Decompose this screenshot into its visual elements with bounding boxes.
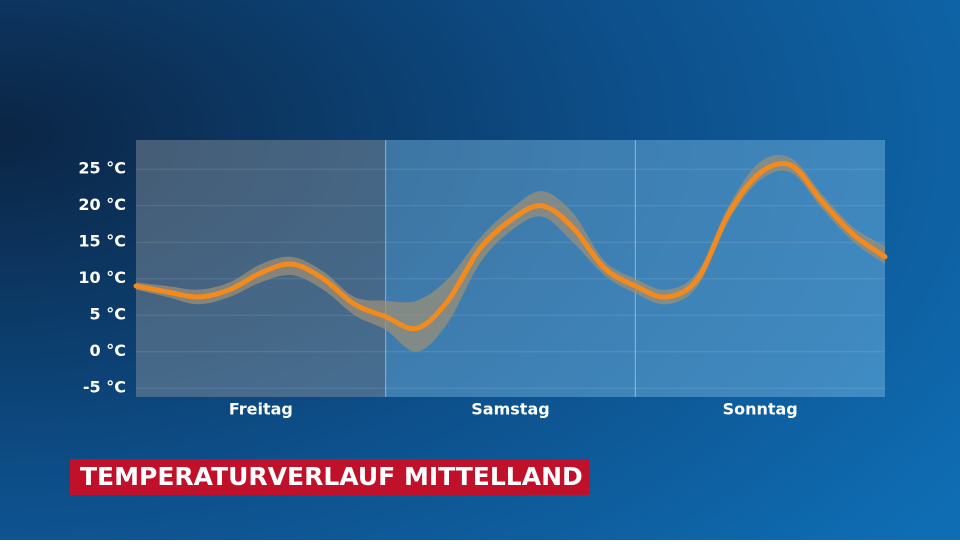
day-panel	[385, 140, 636, 397]
x-tick-label: Sonntag	[723, 400, 798, 419]
y-tick-label: 10 °C	[78, 268, 126, 287]
plot-area: Freitag Samstag Sonntag -5 °C 0 °C 5 °C 10 °C 1…	[78, 140, 888, 419]
y-tick-label: 0 °C	[90, 341, 126, 360]
y-tick-label: -5 °C	[83, 378, 126, 397]
x-tick-label: Samstag	[471, 400, 549, 419]
y-tick-label: 25 °C	[78, 159, 126, 178]
y-tick-label: 20 °C	[78, 195, 126, 214]
title-box	[70, 459, 590, 495]
chart-title: TEMPERATURVERLAUF MITTELLAND	[80, 462, 583, 491]
day-panel	[635, 140, 885, 397]
x-tick-label: Freitag	[229, 400, 293, 419]
temperature-line	[133, 161, 888, 332]
y-tick-label: 5 °C	[90, 305, 126, 324]
y-tick-label: 15 °C	[78, 232, 126, 251]
